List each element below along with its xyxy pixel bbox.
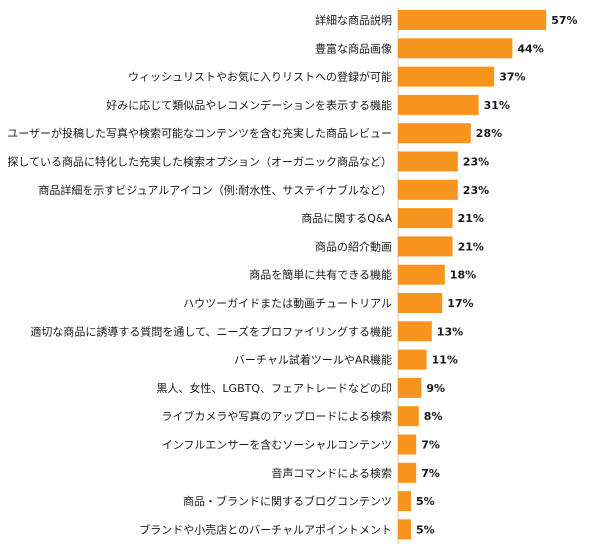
bar [398, 349, 427, 370]
bar [398, 151, 458, 172]
value-label: 31% [484, 99, 510, 112]
value-label: 5% [416, 495, 435, 508]
category-label: 商品詳細を示すビジュアルアイコン（例:耐水性、サステイナブルなど） [38, 183, 392, 197]
bars-layer [398, 10, 547, 540]
bar [398, 434, 417, 455]
bar [398, 179, 458, 200]
category-label: バーチャル試着ツールやAR機能 [234, 353, 392, 367]
category-label: 商品の紹介動画 [315, 239, 392, 253]
value-label: 11% [432, 354, 458, 367]
category-label: 豊富な商品画像 [315, 41, 392, 55]
value-label: 57% [551, 14, 577, 27]
category-labels-layer: 詳細な商品説明豊富な商品画像ウィッシュリストやお気に入りリストへの登録が可能好み… [7, 13, 392, 536]
bar [398, 38, 513, 59]
category-label: 商品・ブランドに関するブログコンテンツ [183, 494, 392, 508]
category-label: ブランドや小売店とのバーチャルアポイントメント [139, 522, 392, 536]
value-label: 9% [426, 382, 445, 395]
bar [398, 406, 419, 427]
value-label: 17% [447, 297, 473, 310]
value-label: 44% [517, 42, 543, 55]
bar [398, 66, 495, 87]
bar [398, 462, 417, 483]
value-labels-layer: 57% 44% 37% 31% 28% 23% 23% 21% 21% 18% 17% 13% 11% 9… [416, 14, 578, 536]
category-label: ユーザーが投稿した写真や検索可能なコンテンツを含む充実した商品レビュー [7, 126, 392, 140]
value-label: 5% [416, 523, 435, 536]
bar [398, 208, 453, 229]
value-label: 23% [463, 156, 489, 169]
value-label: 21% [458, 240, 484, 253]
value-label: 7% [421, 467, 440, 480]
bar [398, 10, 547, 30]
category-label: ウィッシュリストやお気に入りリストへの登録が可能 [128, 70, 392, 84]
bar [398, 236, 453, 257]
bar [398, 377, 422, 398]
value-label: 7% [421, 439, 440, 452]
category-label: 商品に関するQ&A [301, 211, 392, 225]
category-label: 黒人、女性、LGBTQ、フェアトレードなどの印 [156, 381, 392, 395]
bar [398, 94, 479, 115]
category-label: 適切な商品に誘導する質問を通して、ニーズをプロファイリングする機能 [30, 324, 392, 338]
category-label: ライブカメラや写真のアップロードによる検索 [161, 409, 392, 423]
value-label: 21% [458, 212, 484, 225]
value-label: 23% [463, 184, 489, 197]
value-label: 37% [499, 71, 525, 84]
value-label: 8% [424, 410, 443, 423]
bar [398, 293, 443, 313]
value-label: 13% [437, 325, 463, 338]
bar [398, 264, 445, 285]
value-label: 18% [450, 269, 476, 282]
bar [398, 321, 432, 342]
category-label: インフルエンサーを含むソーシャルコンテンツ [162, 438, 392, 452]
bar [398, 491, 411, 512]
category-label: 商品を簡単に共有できる機能 [249, 268, 392, 282]
category-label: 探している商品に特化した充実した検索オプション（オーガニック商品など） [7, 155, 392, 169]
category-label: 好みに応じて類似品やレコメンデーションを表示する機能 [106, 98, 392, 112]
bar [398, 519, 411, 540]
bar [398, 123, 471, 144]
category-label: ハウツーガイドまたは動画チュートリアル [183, 296, 392, 310]
category-label: 詳細な商品説明 [315, 13, 392, 27]
category-label: 音声コマンドによる検索 [271, 466, 392, 480]
value-label: 28% [476, 127, 502, 140]
